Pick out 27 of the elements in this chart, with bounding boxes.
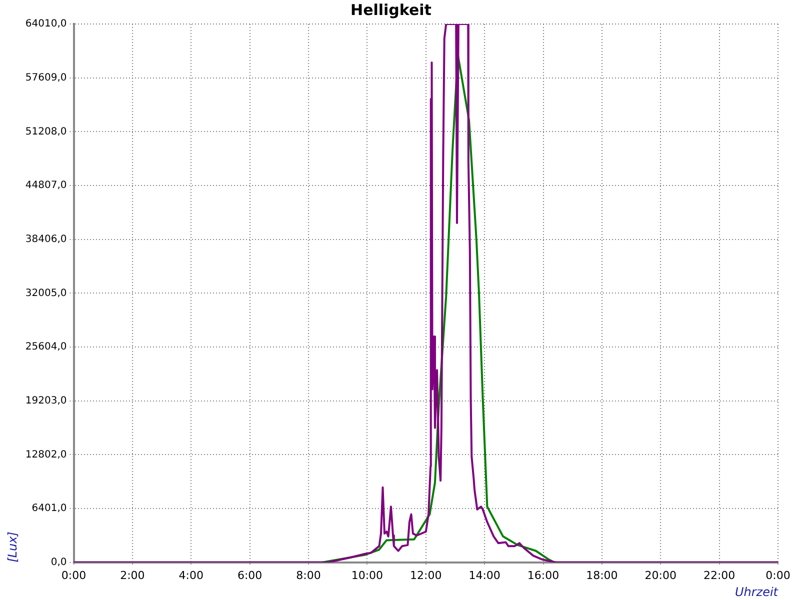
x-tick-label: 2:00 <box>120 568 145 582</box>
y-tick-label: 57609,0 <box>25 72 67 84</box>
y-tick-label: 25604,0 <box>25 342 67 353</box>
y-axis-title: [Lux] <box>5 531 20 562</box>
x-tick-label: 20:00 <box>644 568 676 582</box>
x-tick-label: 0:00 <box>766 568 790 582</box>
x-axis-title: Uhrzeit <box>734 584 780 599</box>
y-tick-label: 44807,0 <box>25 180 67 192</box>
y-tick-label: 32005,0 <box>25 288 67 299</box>
y-tick-label: 51208,0 <box>25 126 67 138</box>
y-tick-label: 0,0 <box>50 556 67 568</box>
y-tick-label: 64010,0 <box>25 18 67 30</box>
x-tick-label: 10:00 <box>351 568 384 582</box>
y-tick-label: 12802,0 <box>25 449 67 460</box>
x-tick-label: 4:00 <box>178 568 204 582</box>
chart-title: Helligkeit <box>350 0 432 19</box>
y-tick-label: 38406,0 <box>25 234 67 245</box>
x-tick-label: 14:00 <box>468 568 500 582</box>
y-tick-label: 19203,0 <box>25 395 67 406</box>
x-tick-label: 6:00 <box>237 568 262 582</box>
x-tick-label: 12:00 <box>410 568 442 582</box>
x-tick-label: 8:00 <box>296 568 321 582</box>
y-tick-label: 6401,0 <box>32 503 67 514</box>
x-tick-label: 22:00 <box>703 568 736 582</box>
x-tick-label: 0:00 <box>61 568 86 582</box>
x-tick-label: 18:00 <box>586 568 618 582</box>
x-tick-label: 16:00 <box>527 568 560 582</box>
